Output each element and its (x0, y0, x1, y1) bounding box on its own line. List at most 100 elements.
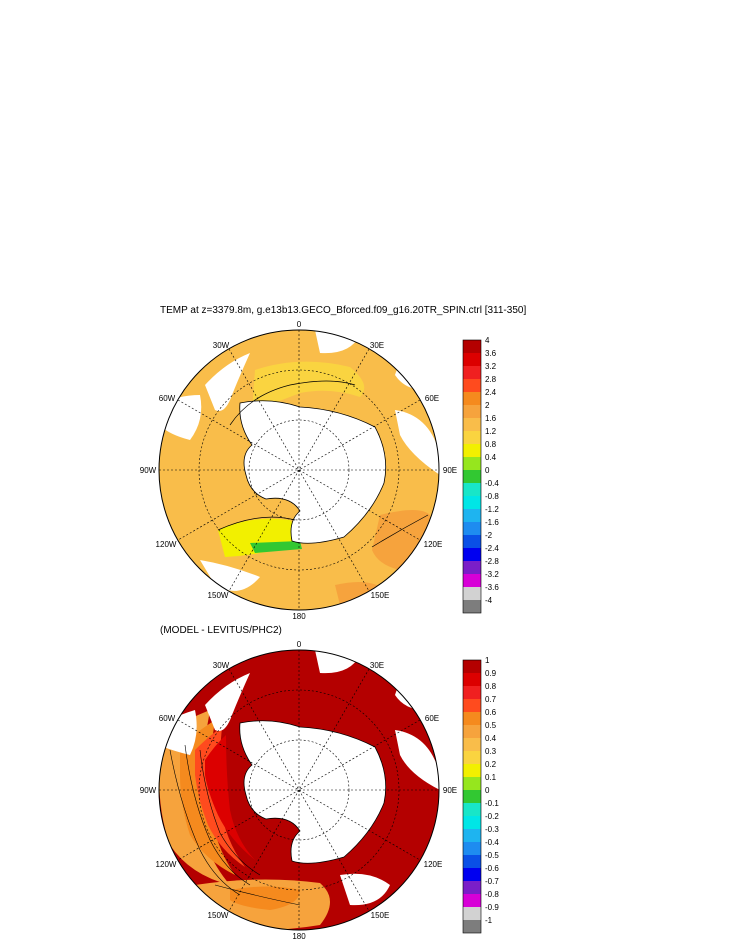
panel1-colorbar-label: 2 (485, 401, 490, 410)
panel2-colorbar-label: 0.9 (485, 669, 497, 678)
panel1-lon-90w: 90W (140, 466, 157, 475)
panel2-lon-120w: 120W (156, 860, 177, 869)
panel2-colorbar-label: -0.8 (485, 890, 499, 899)
panel2-land-sw (205, 673, 250, 731)
panel1-frame (158, 329, 440, 611)
panel1-warm-band (252, 361, 365, 410)
panel1-colorbar-label: 3.6 (485, 349, 497, 358)
panel2-meridians (159, 650, 439, 930)
panel2-contours (169, 744, 301, 906)
panel1-lon-120e: 120E (424, 540, 443, 549)
panel1-colorbar-frame (462, 339, 482, 614)
panel2-colorbar-label: -0.3 (485, 825, 499, 834)
panel1-colorbar-label: -3.6 (485, 583, 499, 592)
panel2-colorbar-label: 0.4 (485, 734, 497, 743)
panel1-colorbar-swatch (463, 561, 481, 574)
panel1-colorbar-swatch (463, 379, 481, 392)
panel2-colorbar-swatch (463, 855, 481, 868)
panel2-colorbar-label: 0 (485, 786, 490, 795)
panel1-colorbar-swatch (463, 522, 481, 535)
panel1-land-e (395, 410, 439, 475)
panel2-colorbar-label: -0.5 (485, 851, 499, 860)
panel1-colorbar-label: 0.4 (485, 453, 497, 462)
panel2-lon-30e: 30E (370, 661, 384, 670)
panel2-colorbar-label: -0.1 (485, 799, 499, 808)
panel1-contour-a (229, 380, 356, 426)
panel2-colorbar-swatch (463, 751, 481, 764)
panel1-lon-120w: 120W (156, 540, 177, 549)
panel2-colorbar-swatch (463, 686, 481, 699)
panel2-title: (MODEL - LEVITUS/PHC2) (160, 625, 282, 636)
panel1-colorbar-swatch (463, 444, 481, 457)
panel2-lon-90w: 90W (140, 786, 157, 795)
panel2-band-south-inner (230, 886, 300, 910)
panel1-colorbar-label: 0 (485, 466, 490, 475)
panel1-colorbar-swatch (463, 574, 481, 587)
panel2-colorbar-swatch (463, 881, 481, 894)
panel2-lon-150e: 150E (371, 911, 390, 920)
panel1-lon-150w: 150W (208, 591, 229, 600)
panel2-colorbar-swatch (463, 816, 481, 829)
panel2-colorbar-swatch (463, 790, 481, 803)
panel2-colorbar-label: -0.4 (485, 838, 499, 847)
panel2-lon-0: 0 (297, 640, 302, 649)
panel1-colorbar-label: -2.8 (485, 557, 499, 566)
panel1-green-strip (250, 541, 302, 553)
panel1-colorbar-label: 2.8 (485, 375, 497, 384)
panel2-antarctica (239, 720, 386, 864)
panel1-colorbar-swatch (463, 405, 481, 418)
panel2-colorbar-label: 0.3 (485, 747, 497, 756)
panel1-lon-60e: 60E (425, 394, 439, 403)
panel2-colorbar-label: 0.8 (485, 682, 497, 691)
panel1-colorbar-swatch (463, 509, 481, 522)
panel2-colorbar-swatch (463, 660, 481, 673)
panel2-colorbar-swatch (463, 803, 481, 816)
panel1-antarctica (239, 400, 386, 544)
panel2-colorbar-label: 0.7 (485, 695, 497, 704)
panel1-map: 0 30E 60E 90E 120E 150E 180 150W 120W 90… (140, 320, 500, 621)
panel2-colorbar-swatch (463, 842, 481, 855)
panel1-meridians (159, 330, 439, 610)
panel2-colorbar-label: 0.6 (485, 708, 497, 717)
panel1-colorbar-swatch (463, 418, 481, 431)
panel2-colorbar-label: 0.1 (485, 773, 497, 782)
panel1-lon-30w: 30W (213, 341, 230, 350)
panel2-colorbar-swatch (463, 764, 481, 777)
panel2-lon-60w: 60W (159, 714, 176, 723)
panel2-colorbar-label: -0.2 (485, 812, 499, 821)
panel1-colorbar-label: 2.4 (485, 388, 497, 397)
panel1-lon-180: 180 (292, 612, 306, 621)
panel1-contour-c (371, 514, 429, 548)
panel2-lon-150w: 150W (208, 911, 229, 920)
panel2-land-se (340, 873, 390, 906)
panel1-lon-60w: 60W (159, 394, 176, 403)
panel1-colorbar-label: -2 (485, 531, 493, 540)
panel2-colorbar-swatch (463, 868, 481, 881)
panel2-land-e (395, 730, 439, 790)
panel2-lon-90e: 90E (443, 786, 457, 795)
panel2-colorbar: 1 0.9 0.8 0.7 0.6 0.5 0.4 0.3 0.2 0.1 0 -0.1 -0.2 -0.… (462, 656, 499, 934)
panel2-colorbar-swatch (463, 699, 481, 712)
panel1-colorbar-swatch (463, 587, 481, 600)
panel2-colorbar-label: 0.5 (485, 721, 497, 730)
panel2-frame (158, 649, 440, 931)
panel1-colorbar: 4 3.6 3.2 2.8 2.4 2 1.6 1.2 0.8 0.4 0 -0.4 -0.8 -1.2 -… (462, 336, 499, 614)
panel2-lon-180: 180 (292, 932, 306, 941)
panel1-colorbar-swatch (463, 392, 481, 405)
panel2-colorbar-swatch (463, 777, 481, 790)
panel1-colorbar-swatch (463, 600, 481, 613)
panel2-band-red (205, 735, 255, 860)
panel1-land-sw (205, 353, 250, 411)
panel1-colorbar-swatch (463, 483, 481, 496)
panel1-colorbar-swatch (463, 548, 481, 561)
panel1-colorbar-label: -1.6 (485, 518, 499, 527)
panel1-lon-30e: 30E (370, 341, 384, 350)
panel1-colorbar-label: -0.8 (485, 492, 499, 501)
panel2-lon-60e: 60E (425, 714, 439, 723)
panel1-colorbar-swatch (463, 340, 481, 353)
panel1-colorbar-label: 1.6 (485, 414, 497, 423)
panel2-colorbar-label: -0.9 (485, 903, 499, 912)
panel2-colorbar-swatch (463, 907, 481, 920)
panel1-colorbar-label: -4 (485, 596, 493, 605)
panel1-colorbar-label: -1.2 (485, 505, 499, 514)
